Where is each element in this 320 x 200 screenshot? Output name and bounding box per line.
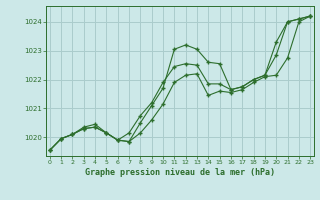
- X-axis label: Graphe pression niveau de la mer (hPa): Graphe pression niveau de la mer (hPa): [85, 168, 275, 177]
